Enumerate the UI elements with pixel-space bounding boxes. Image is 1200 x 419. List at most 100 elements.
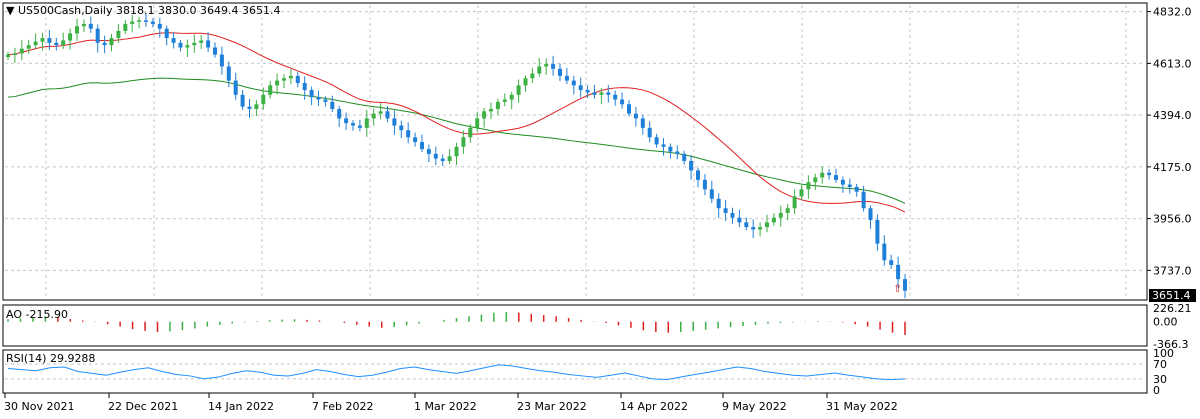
- rsi-y-tick-label: 0: [1153, 384, 1160, 397]
- candle-body: [689, 160, 694, 171]
- candle-body: [337, 108, 342, 119]
- candle-body: [468, 127, 473, 138]
- candle-body: [585, 90, 590, 93]
- candle-body: [75, 26, 79, 34]
- ao-panel-frame: [2, 304, 1148, 347]
- candle-body: [330, 101, 335, 109]
- candle-body: [6, 54, 10, 57]
- candle-body: [875, 220, 880, 244]
- candle-body: [378, 111, 383, 114]
- candle-body: [185, 45, 190, 48]
- candle-body: [861, 191, 866, 209]
- candle-body: [213, 47, 217, 55]
- x-tick-label: 14 Apr 2022: [620, 400, 688, 413]
- candle-body: [564, 75, 569, 81]
- candle-body: [68, 33, 73, 41]
- candle-body: [592, 92, 597, 95]
- candle-body: [206, 40, 211, 48]
- candle-body: [502, 99, 507, 102]
- candle-body: [516, 85, 521, 95]
- candle-body: [647, 127, 652, 138]
- candle-body: [696, 170, 700, 180]
- candle-body: [268, 85, 273, 95]
- x-tick-label: 31 May 2022: [826, 400, 898, 413]
- candle-body: [295, 75, 300, 83]
- candle-body: [454, 146, 459, 157]
- candle-body: [47, 38, 52, 43]
- ohlc-label: 3818.1 3830.0 3649.4 3651.4: [116, 4, 280, 17]
- candle-body: [847, 184, 852, 187]
- candle-body: [26, 45, 31, 49]
- arrow-up-icon: ⇧: [893, 282, 902, 295]
- candle-body: [247, 106, 252, 109]
- candle-body: [364, 118, 369, 128]
- rsi-y-tick-label: 100: [1153, 347, 1174, 360]
- candle-body: [578, 85, 583, 91]
- candlesticks: [6, 13, 907, 299]
- x-tick-label: 23 Mar 2022: [517, 400, 587, 413]
- candle-body: [682, 153, 687, 161]
- main-y-axis: 4832.0 4613.0 4394.0 4175.0 3956.0 3737.0: [1147, 6, 1192, 277]
- candle-body: [558, 68, 562, 76]
- y-tick-label: 4613.0: [1153, 57, 1192, 70]
- candle-body: [12, 53, 17, 55]
- candle-body: [109, 38, 114, 46]
- candle-body: [261, 94, 266, 105]
- candle-body: [889, 260, 894, 265]
- rsi-polyline: [7, 364, 906, 381]
- candle-body: [668, 146, 673, 152]
- candle-body: [33, 41, 38, 46]
- candle-body: [88, 23, 93, 29]
- candle-body: [433, 153, 438, 159]
- ao-y-tick-label: 226.21: [1153, 302, 1192, 315]
- candle-body: [123, 23, 128, 31]
- y-tick-label: 4832.0: [1153, 6, 1192, 19]
- candle-body: [751, 227, 756, 230]
- candle-body: [226, 66, 231, 81]
- candle-body: [178, 42, 183, 48]
- candle-body: [344, 118, 349, 124]
- candle-body: [723, 208, 728, 213]
- candle-body: [675, 151, 680, 154]
- candle-body: [840, 179, 845, 185]
- candle-body: [233, 80, 238, 95]
- candle-body: [413, 137, 418, 143]
- candle-body: [792, 196, 797, 209]
- candle-body: [737, 217, 742, 223]
- rsi-panel-frame: [2, 349, 1148, 394]
- candle-body: [144, 20, 148, 22]
- candle-body: [523, 78, 528, 86]
- candle-body: [130, 21, 135, 24]
- candle-body: [309, 90, 314, 98]
- candle-body: [544, 64, 549, 67]
- candle-body: [392, 118, 397, 126]
- candle-body: [827, 172, 832, 176]
- candle-body: [744, 222, 749, 228]
- candle-body: [385, 111, 390, 119]
- candle-body: [613, 94, 618, 100]
- y-tick-label: 4394.0: [1153, 109, 1192, 122]
- candle-body: [868, 208, 873, 221]
- candle-body: [599, 92, 604, 95]
- collapse-triangle-icon[interactable]: ▼: [6, 4, 15, 17]
- candle-body: [903, 279, 907, 291]
- candle-body: [371, 113, 376, 119]
- candle-body: [654, 137, 659, 145]
- rsi-label: RSI(14) 29.9288: [6, 352, 95, 365]
- candle-body: [157, 23, 162, 29]
- candle-body: [606, 92, 611, 95]
- ma-slow-line: [7, 77, 906, 204]
- candle-body: [275, 80, 280, 86]
- candle-body: [351, 123, 355, 126]
- candle-body: [709, 189, 714, 199]
- candle-body: [702, 179, 707, 190]
- candle-body: [495, 101, 500, 109]
- y-tick-label: 3737.0: [1153, 264, 1192, 277]
- x-tick-label: 7 Feb 2022: [312, 400, 373, 413]
- candle-body: [571, 80, 576, 86]
- candle-body: [537, 66, 542, 74]
- candle-body: [785, 208, 790, 213]
- candle-body: [19, 48, 24, 54]
- rsi-y-tick-label: 30: [1153, 373, 1167, 386]
